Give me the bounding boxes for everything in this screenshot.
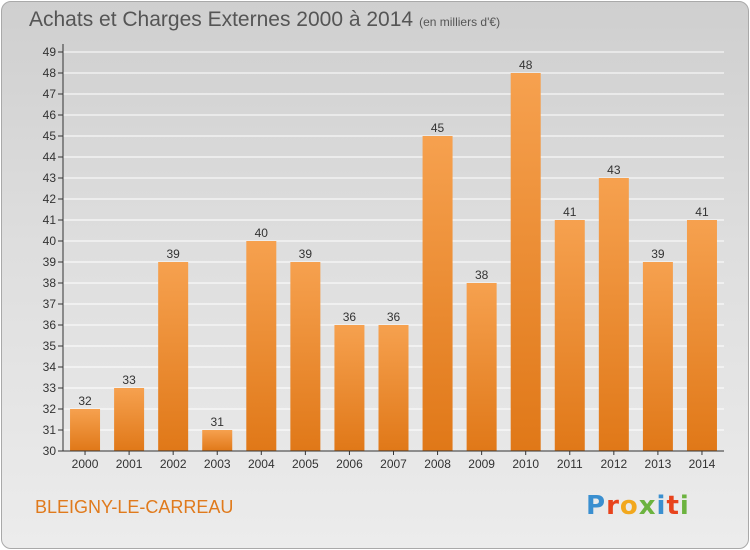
y-tick-label: 34: [43, 360, 57, 374]
logo-letter: P: [586, 491, 607, 521]
bar-value-label: 32: [78, 394, 92, 408]
x-tick-label: 2004: [248, 457, 275, 471]
bar-value-label: 36: [343, 310, 357, 324]
bar-2005: [290, 262, 321, 451]
y-tick-label: 42: [43, 192, 57, 206]
logo-letter: o: [619, 491, 639, 521]
axes: [58, 44, 724, 455]
bar-value-label: 41: [563, 205, 577, 219]
bars: [70, 73, 717, 451]
bar-value-label: 41: [695, 205, 709, 219]
y-tick-label: 37: [43, 297, 57, 311]
x-tick-label: 2006: [336, 457, 363, 471]
y-tick-label: 30: [43, 444, 57, 458]
title-unit: (en milliers d'€): [419, 15, 501, 29]
bar-2000: [70, 409, 101, 451]
logo-letter: t: [666, 491, 680, 521]
y-tick-label: 31: [43, 423, 57, 437]
bar-2001: [114, 388, 145, 451]
bar-2006: [334, 325, 365, 451]
bar-2013: [642, 262, 673, 451]
x-tick-label: 2011: [557, 457, 583, 471]
bar-2007: [378, 325, 409, 451]
x-tick-label: 2001: [116, 457, 143, 471]
x-tick-label: 2014: [689, 457, 716, 471]
y-tick-label: 46: [43, 108, 57, 122]
bar-value-label: 31: [211, 415, 225, 429]
x-tick-label: 2007: [380, 457, 407, 471]
bar-value-label: 39: [651, 247, 665, 261]
y-tick-label: 41: [43, 213, 57, 227]
chart-title: Achats et Charges Externes 2000 à 2014 (e…: [29, 8, 500, 32]
bar-2004: [246, 241, 277, 451]
logo-letter: i: [679, 491, 690, 521]
bar-2003: [202, 430, 233, 451]
bar-2012: [598, 178, 629, 451]
bar-2009: [466, 283, 497, 451]
bar-value-label: 48: [519, 58, 533, 72]
y-tick-label: 44: [43, 150, 57, 164]
bar-2002: [158, 262, 189, 451]
y-tick-label: 39: [43, 255, 57, 269]
y-tick-label: 47: [43, 87, 57, 101]
logo-letter: x: [638, 491, 657, 521]
bar-value-label: 33: [122, 373, 136, 387]
x-tick-label: 2010: [512, 457, 539, 471]
bar-2010: [510, 73, 541, 451]
bar-2008: [422, 136, 453, 451]
bar-value-label: 40: [255, 226, 269, 240]
title-text: Achats et Charges Externes 2000 à 2014: [29, 8, 414, 31]
y-tick-label: 49: [43, 45, 57, 59]
x-tick-label: 2013: [645, 457, 672, 471]
y-tick-label: 33: [43, 381, 57, 395]
bar-value-label: 36: [387, 310, 401, 324]
x-tick-label: 2008: [424, 457, 451, 471]
x-tick-label: 2005: [292, 457, 319, 471]
x-tick-label: 2012: [600, 457, 627, 471]
bar-value-label: 38: [475, 268, 489, 282]
commune-name: BLEIGNY-LE-CARREAU: [35, 497, 234, 517]
y-tick-label: 48: [43, 66, 57, 80]
bar-value-label: 39: [299, 247, 313, 261]
x-tick-label: 2002: [160, 457, 187, 471]
bar-2014: [686, 220, 717, 451]
y-tick-label: 38: [43, 276, 57, 290]
proxiti-logo: Proxiti: [586, 491, 690, 521]
y-tick-label: 45: [43, 129, 57, 143]
bar-value-label: 45: [431, 121, 445, 135]
bar-2011: [554, 220, 585, 451]
y-tick-label: 35: [43, 339, 57, 353]
x-tick-label: 2003: [204, 457, 231, 471]
y-tick-label: 40: [43, 234, 57, 248]
y-tick-label: 32: [43, 402, 57, 416]
bar-value-label: 43: [607, 163, 621, 177]
logo-letter: r: [606, 491, 620, 521]
logo-letter: i: [656, 491, 667, 521]
x-tick-label: 2009: [468, 457, 495, 471]
labels: 30 31 32 33 34 35 36 37 38 39 40 41 42 43 44 45 46 47 48 49…: [43, 45, 716, 471]
y-tick-label: 43: [43, 171, 57, 185]
x-tick-label: 2000: [72, 457, 99, 471]
bar-value-label: 39: [166, 247, 180, 261]
y-tick-label: 36: [43, 318, 57, 332]
